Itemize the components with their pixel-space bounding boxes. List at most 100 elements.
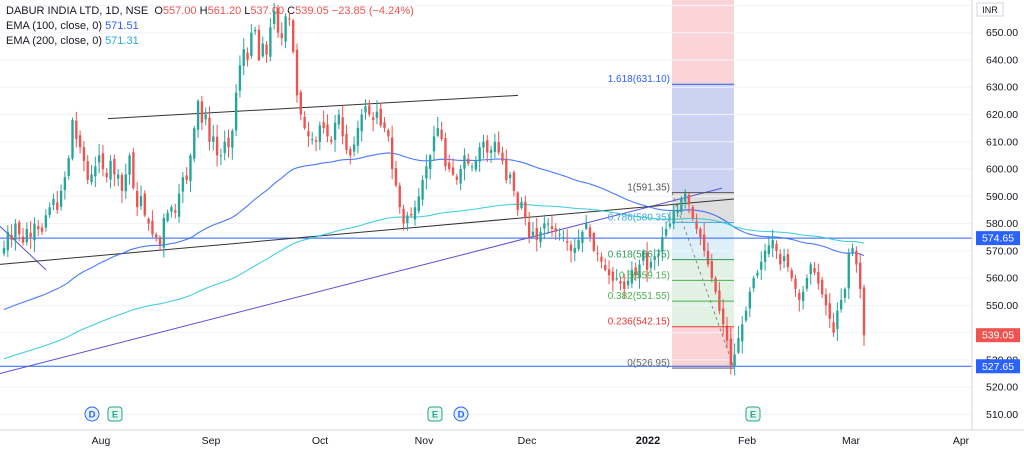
candle-body <box>527 222 531 238</box>
candle <box>585 215 588 231</box>
ema100-row[interactable]: EMA (100, close, 0) 571.51 <box>6 19 414 34</box>
candle-body <box>231 130 234 148</box>
candle <box>90 165 93 185</box>
candle <box>29 221 32 250</box>
candle-body <box>227 137 230 148</box>
candle-body <box>763 250 767 262</box>
candle-body <box>345 133 348 150</box>
candle <box>649 258 653 273</box>
candle-body <box>44 215 48 228</box>
candle-body <box>406 215 409 223</box>
candle <box>451 158 455 176</box>
candle <box>151 210 154 238</box>
candle-body <box>40 227 44 232</box>
dividend-icon[interactable]: D <box>453 406 469 422</box>
candle-body <box>413 207 417 220</box>
candle-body <box>25 228 29 243</box>
time-tick-label: Nov <box>415 435 434 447</box>
candle <box>725 317 729 349</box>
earnings-icon[interactable]: E <box>107 406 123 422</box>
time-tick-label: 2022 <box>636 435 660 447</box>
candle-body <box>97 155 101 163</box>
candle-body <box>75 120 78 140</box>
candle-body <box>48 207 51 215</box>
candle-body <box>497 142 500 153</box>
candle <box>44 209 48 232</box>
candle <box>132 147 135 190</box>
candle-body <box>409 214 413 216</box>
candle <box>174 203 177 219</box>
candle <box>352 136 356 157</box>
ema200-row[interactable]: EMA (200, close, 0) 571.31 <box>6 34 414 49</box>
candle-body <box>383 122 386 129</box>
time-tick-label: Apr <box>953 435 970 447</box>
candle-body <box>813 267 816 273</box>
candle <box>394 160 398 188</box>
earnings-icon[interactable]: E <box>745 406 761 422</box>
candle <box>185 167 188 185</box>
candle <box>333 114 337 152</box>
candle-body <box>455 176 459 180</box>
candle <box>120 172 124 203</box>
price-tag <box>976 359 1020 374</box>
candle <box>626 269 630 289</box>
candle-body <box>299 92 302 115</box>
candle <box>257 24 261 62</box>
candle <box>177 183 181 223</box>
candle-body <box>645 252 649 270</box>
candle-body <box>828 303 831 319</box>
fib-level-label: 0.236(542.15) <box>608 317 670 328</box>
candle <box>489 145 493 163</box>
candle-body <box>862 287 866 336</box>
candle-body <box>535 227 538 240</box>
candle-body <box>364 106 367 113</box>
candle-body <box>786 254 790 268</box>
time-tick-label: Mar <box>842 435 861 447</box>
candle <box>417 188 420 214</box>
price-tick-label: 580.00 <box>986 218 1018 230</box>
candle-body <box>292 20 295 52</box>
price-tag-label: 574.65 <box>982 233 1014 245</box>
candle <box>204 107 207 126</box>
candle-body <box>155 234 158 238</box>
candle <box>238 55 242 98</box>
candle <box>326 114 329 143</box>
candle-body <box>212 136 215 142</box>
candle <box>383 117 386 133</box>
candle-body <box>314 140 318 142</box>
candle <box>303 111 306 130</box>
candle-body <box>824 294 828 306</box>
candle <box>33 217 36 253</box>
candle <box>634 262 637 281</box>
candle-body <box>56 202 59 210</box>
candle <box>128 152 131 185</box>
price-tick-label: 610.00 <box>986 136 1018 148</box>
candle-body <box>147 218 150 224</box>
candle-body <box>775 243 778 251</box>
earnings-icon[interactable]: E <box>427 406 443 422</box>
candle-body <box>234 92 238 131</box>
candle <box>653 248 656 271</box>
candle <box>859 252 862 299</box>
candle <box>695 213 698 234</box>
candle <box>253 26 257 35</box>
symbol-title[interactable]: DABUR INDIA LTD, 1D, NSE <box>6 5 149 17</box>
earnings-box <box>427 406 443 422</box>
candle-body <box>86 161 89 180</box>
dividend-icon[interactable]: D <box>84 406 100 422</box>
candle-body <box>623 281 626 289</box>
candle-body <box>550 226 554 229</box>
candle-body <box>101 153 105 170</box>
candle-body <box>303 116 306 129</box>
time-tick-label: Oct <box>312 435 328 447</box>
candle-body <box>451 167 455 175</box>
candle <box>527 212 531 244</box>
candle <box>832 312 835 337</box>
candle-body <box>181 177 185 192</box>
candle-body <box>429 155 432 170</box>
candle-body <box>200 101 204 123</box>
candle <box>234 84 238 137</box>
candle-body <box>333 122 337 140</box>
candle-body <box>421 179 424 200</box>
